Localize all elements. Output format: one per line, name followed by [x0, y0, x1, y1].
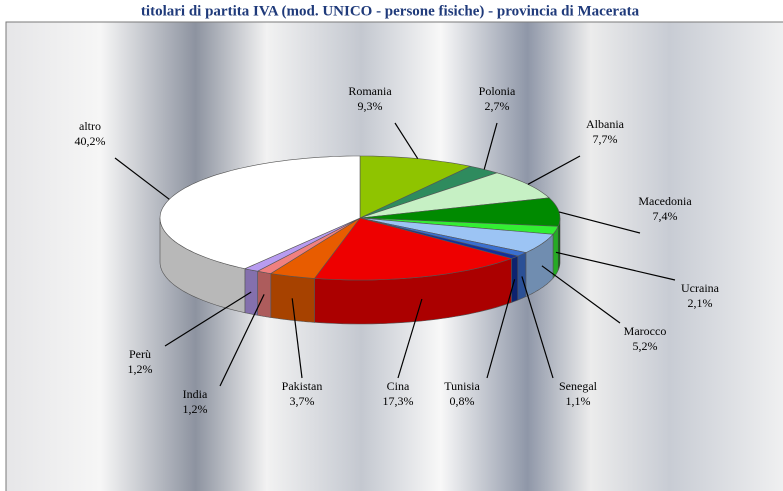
pie	[159, 155, 561, 325]
leader-line	[541, 265, 621, 324]
leader-line	[164, 291, 252, 347]
category-label: Perù	[129, 347, 151, 361]
category-label: Cina	[387, 379, 410, 393]
leader-line	[219, 294, 265, 387]
category-label: Senegal	[559, 379, 598, 393]
category-label: Polonia	[479, 84, 516, 98]
value-label: 3,7%	[290, 394, 315, 408]
leader-line	[394, 122, 419, 159]
value-label: 17,3%	[383, 394, 414, 408]
leader-line	[114, 157, 170, 200]
leader-line	[527, 155, 581, 185]
slice	[269, 217, 361, 279]
value-label: 9,3%	[358, 99, 383, 113]
value-label: 2,7%	[485, 99, 510, 113]
category-label: Marocco	[624, 324, 667, 338]
value-label: 7,4%	[653, 209, 678, 223]
category-label: Pakistan	[282, 379, 323, 393]
category-label: Tunisia	[444, 379, 480, 393]
slice-side	[257, 270, 272, 318]
slice-side	[517, 252, 527, 301]
slice	[313, 217, 513, 281]
slice	[359, 217, 554, 253]
leader-line	[397, 298, 423, 379]
value-label: 5,2%	[633, 339, 658, 353]
category-label: Romania	[348, 84, 392, 98]
slice-side	[244, 268, 258, 316]
leader-line	[291, 298, 303, 379]
category-label: Albania	[586, 117, 625, 131]
value-label: 1,2%	[128, 362, 153, 376]
value-label: 1,1%	[566, 394, 591, 408]
leader-line	[486, 279, 516, 379]
value-label: 40,2%	[75, 134, 106, 148]
leader-line	[521, 276, 554, 379]
leader-line	[558, 211, 641, 234]
leader-line	[483, 122, 498, 170]
category-label: altro	[79, 119, 101, 133]
value-label: 0,8%	[450, 394, 475, 408]
value-label: 1,2%	[183, 402, 208, 416]
category-label: Macedonia	[638, 194, 692, 208]
value-label: 7,7%	[593, 132, 618, 146]
value-label: 2,1%	[688, 296, 713, 310]
leader-line	[555, 251, 676, 281]
category-label: Ucraina	[681, 281, 720, 295]
chart-title: titolari di partita IVA (mod. UNICO - pe…	[141, 3, 640, 19]
slice-side	[270, 273, 315, 323]
category-label: India	[183, 387, 208, 401]
slice	[359, 172, 550, 219]
